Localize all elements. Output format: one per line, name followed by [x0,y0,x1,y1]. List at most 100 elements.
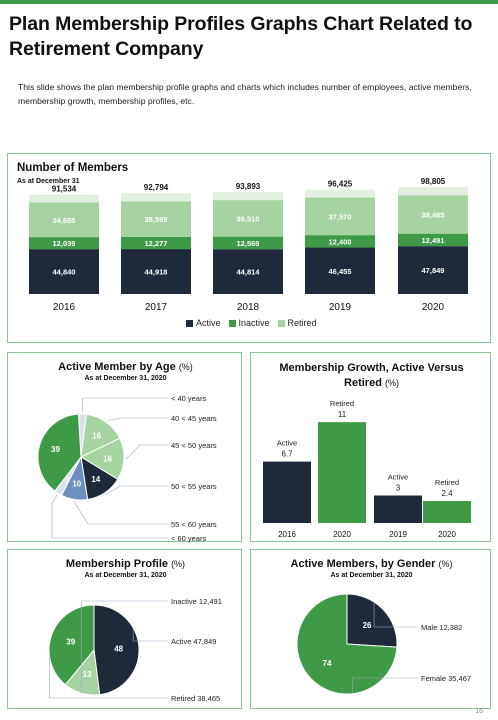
members-title: Number of Members [17,162,129,174]
age-leader-line-1 [107,417,168,421]
gender-slice-0 [346,593,398,648]
age-subtitle: As at December 31, 2020 [84,375,167,382]
growth-series-label-0: Active [277,439,297,448]
profile-leader-line-1 [81,600,168,694]
growth-x-tick-2: 2019 [389,530,407,539]
bar-label-active-2019: 46,455 [329,267,352,276]
legend-item-active: Active [186,318,221,328]
growth-value-label-3: 2.4 [441,489,453,498]
growth-series-label-3: Retired [435,478,459,487]
bar-label-retired-2016: 34,655 [53,216,76,225]
gender-leader-line-0 [373,601,418,628]
x-tick-label-2017: 2017 [145,302,168,313]
age-slice-value-6: 39 [51,445,60,454]
bar-label-retired-2019: 37,570 [329,212,352,221]
growth-series-label-1: Retired [330,399,354,408]
x-tick-label-2016: 2016 [53,302,76,313]
bar-retired-2016 [29,202,99,238]
legend-item-retired: Retired [277,318,317,328]
age-leader-line-3 [105,485,168,495]
profile-subtitle: As at December 31, 2020 [84,572,167,579]
growth-value-label-1: 11 [338,410,347,419]
growth-x-tick-0: 2016 [278,530,296,539]
age-label-5: < 60 years [171,534,206,543]
profile-chart: 48 Active 47,849 13 Inactive 12,491 39 Retire… [48,597,222,703]
gender-subtitle: As at December 31, 2020 [330,572,413,579]
age-chart: 16 16 14 103 39 < 40 years 40 < 45 years 45 < 5… [37,394,217,543]
bar-label-retired-2020: 38,465 [422,210,445,219]
growth-bar-1 [318,422,366,523]
bar-retired-2020 [398,195,468,234]
profile-slice-value-2: 39 [66,638,75,647]
growth-bar-0 [263,461,311,523]
growth-value-label-0: 6.7 [281,450,293,459]
age-slice-6 [37,413,82,492]
x-tick-label-2020: 2020 [422,302,445,313]
gender-chart: 26 Male 12,382 74 Female 35,467 [296,593,471,695]
bar-label-inactive-2016: 12,039 [53,239,76,248]
profile-label-1: Inactive 12,491 [171,597,222,606]
profile-slice-0 [93,604,140,696]
bar-total-cap-2019 [305,189,375,198]
page-number: 16 [475,708,483,715]
bar-retired-2017 [121,201,191,237]
age-slice-value-2: 16 [103,454,112,463]
bar-inactive-2020 [398,233,468,247]
growth-title: Membership Growth, Active Versus Retired… [279,362,464,389]
members-chart: 44,840 12,039 34,655 91,534 2016 44,918 12,277… [29,177,468,313]
gender-slice-1 [296,593,398,695]
age-title: Active Member by Age (%) [58,361,193,373]
growth-x-tick-3: 2020 [438,530,456,539]
profile-panel: Membership Profile (%) As at December 31… [7,549,242,709]
bar-label-inactive-2018: 12,569 [237,239,260,248]
age-leader-line-2 [125,444,168,460]
age-panel: Active Member by Age (%) As at December … [7,352,242,543]
bar-total-label-2016: 91,534 [52,184,77,193]
gender-panel: Active Members, by Gender (%) As at Dece… [250,549,491,709]
bar-label-retired-2018: 36,510 [237,214,260,223]
bar-active-2020 [398,246,468,294]
bar-total-label-2018: 93,893 [236,182,261,191]
profile-leader-line-0 [132,627,168,642]
bar-label-inactive-2017: 12,277 [145,239,168,248]
bar-active-2017 [121,249,191,294]
profile-slice-value-0: 48 [114,644,123,653]
bar-label-active-2016: 44,840 [53,268,76,277]
age-leader-line-5 [51,494,168,539]
bar-active-2016 [29,249,99,294]
profile-slice-value-1: 13 [83,670,92,679]
profile-label-0: Active 47,849 [171,637,216,646]
age-slice-value-1: 16 [92,431,101,440]
bar-inactive-2016 [29,237,99,250]
bar-total-cap-2018 [213,192,283,201]
bar-active-2018 [213,249,283,294]
age-label-1: 40 < 45 years [171,414,217,423]
growth-series-label-2: Active [388,473,408,482]
profile-label-2: Retired 38,465 [171,694,220,703]
members-legend: Active Inactive Retired [186,318,317,328]
bar-total-label-2019: 96,425 [328,180,353,189]
gender-label-0: Male 12,382 [421,623,462,632]
gender-slice-value-0: 26 [363,621,372,630]
page-title: Plan Membership Profiles Graphs Chart Re… [9,13,473,60]
bar-total-label-2020: 98,805 [421,177,446,186]
age-leader-line-4 [73,501,168,525]
bar-total-cap-2020 [398,187,468,196]
age-label-4: 55 < 60 years [171,520,217,529]
bar-active-2019 [305,247,375,294]
bar-retired-2018 [213,200,283,237]
profile-leader-line-2 [49,656,168,699]
age-slice-value-4: 10 [72,479,81,488]
page-description: This slide shows the plan membership pro… [18,82,472,106]
bar-inactive-2018 [213,236,283,250]
profile-slice-2 [48,604,95,686]
gender-slice-value-1: 74 [323,659,332,668]
growth-bar-3 [423,501,471,523]
bar-label-active-2017: 44,918 [145,268,168,277]
top-accent-bar [0,0,498,4]
growth-chart: 6.7 Active 2016 11 Retired 2020 3 Active 2019 2.4… [263,399,471,539]
gender-title: Active Members, by Gender (%) [290,558,453,570]
bar-retired-2019 [305,197,375,236]
growth-value-label-2: 3 [396,484,401,493]
members-panel: Number of Members As at December 31 44,8… [7,153,491,343]
